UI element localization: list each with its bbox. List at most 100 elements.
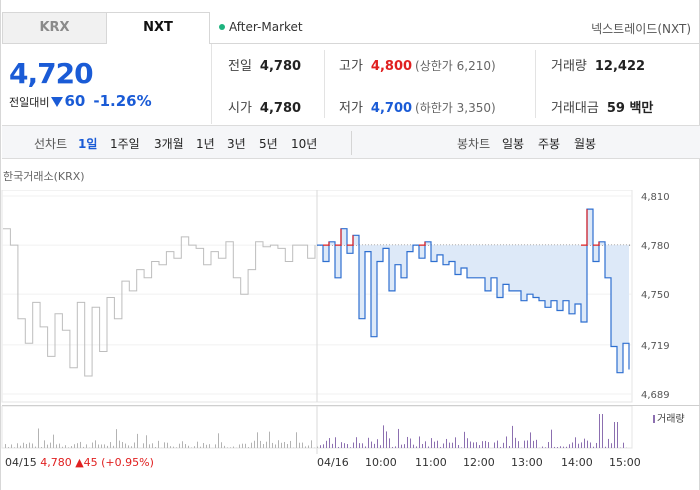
nxt-link[interactable]: 넥스트레이드(NXT) [591, 22, 691, 36]
period-10y[interactable]: 10년 [291, 137, 318, 151]
volume-bar [128, 445, 129, 448]
volume-bar [32, 443, 33, 448]
series-today-up-segment [593, 241, 600, 246]
volume-bar [566, 446, 567, 448]
volume-bar [287, 443, 288, 448]
candle-monthly[interactable]: 월봉 [574, 137, 597, 151]
volume-bar [50, 442, 51, 448]
volume-bar [575, 437, 576, 448]
volume-bar [509, 445, 510, 448]
volume-bar [299, 442, 300, 448]
series-today-up-segment [419, 241, 426, 246]
volume-bar [602, 414, 603, 448]
stat-label: 전일 [228, 59, 252, 74]
volume-bar [344, 443, 345, 448]
series-prev-day [3, 228, 316, 377]
volume-bar [38, 428, 39, 448]
volume-bar [149, 444, 150, 448]
volume-bar [8, 447, 9, 448]
volume-bar [398, 428, 399, 448]
volume-bar [80, 441, 81, 448]
after-market-label: After-Market [229, 20, 303, 34]
stat-value: 4,780 [259, 101, 302, 116]
volume-bar [11, 444, 12, 448]
x-tick-label: 10:00 [365, 456, 397, 469]
volume-bar [341, 442, 342, 448]
series-today-up-segment [581, 209, 588, 246]
volume-bar [443, 443, 444, 448]
volume-bar [467, 438, 468, 448]
period-1d[interactable]: 1일 [78, 137, 98, 151]
volume-bar [350, 447, 351, 448]
volume-bar [578, 443, 579, 448]
tab-krx[interactable]: KRX [2, 12, 106, 44]
volume-bar [17, 443, 18, 448]
volume-bar [419, 436, 420, 448]
volume-bar [389, 438, 390, 448]
volume-bar [260, 440, 261, 448]
volume-bar [596, 442, 597, 448]
stat-value: 4,700 [370, 101, 413, 116]
volume-bar [200, 446, 201, 448]
volume-bar [407, 436, 408, 448]
volume-bar [269, 431, 270, 448]
stat-label: 거래대금 [551, 101, 599, 116]
volume-bar [338, 446, 339, 448]
volume-bar [305, 446, 306, 448]
volume-bar [623, 442, 624, 448]
volume-bar [554, 446, 555, 448]
volume-bar [185, 444, 186, 448]
volume-bar [44, 440, 45, 448]
x-tick-label: 11:00 [415, 456, 447, 469]
stat-label: 저가 [339, 101, 363, 116]
volume-bar [224, 445, 225, 448]
volume-bar [272, 442, 273, 448]
volume-bar [119, 440, 120, 448]
volume-bar [266, 441, 267, 448]
period-3m[interactable]: 3개월 [154, 137, 184, 151]
volume-bar [83, 446, 84, 448]
candle-daily[interactable]: 일봉 [502, 137, 525, 151]
volume-bar [14, 447, 15, 448]
volume-bar [356, 437, 357, 448]
volume-bar [500, 446, 501, 448]
volume-bar [560, 446, 561, 448]
volume-bar [242, 443, 243, 448]
volume-bar [386, 431, 387, 448]
volume-bar [323, 444, 324, 448]
volume-bar [77, 443, 78, 448]
volume-bar [5, 444, 6, 448]
upper-limit: (상한가 6,210) [415, 59, 496, 73]
volume-bar [530, 432, 531, 448]
stat-label: 시가 [228, 101, 252, 116]
period-3y[interactable]: 3년 [227, 137, 246, 151]
volume-bar [152, 443, 153, 448]
stat-low: 저가 4,700 (하한가 3,350) [339, 97, 496, 116]
stat-value: 4,780 [259, 59, 302, 74]
period-1w[interactable]: 1주일 [110, 137, 140, 151]
chart-period-bar: 선차트 1일 1주일 3개월 1년 3년 5년 10년 봉차트 일봉 주봉 월봉 [2, 125, 700, 159]
price-chart[interactable]: 4,810 4,780 4,750 4,719 4,689 [1, 190, 700, 410]
volume-bar [440, 446, 441, 448]
stat-label: 거래량 [551, 59, 587, 74]
volume-bar [374, 443, 375, 448]
volume-bar [476, 442, 477, 448]
volume-bar [104, 444, 105, 448]
period-5y[interactable]: 5년 [259, 137, 278, 151]
tab-nxt[interactable]: NXT [106, 12, 210, 44]
market-tabs: KRX NXT After-Market 넥스트레이드(NXT) [1, 0, 700, 44]
volume-legend: 거래량 [653, 410, 685, 425]
volume-bar [155, 446, 156, 448]
period-1y[interactable]: 1년 [196, 137, 215, 151]
volume-bar [392, 446, 393, 448]
volume-bar [167, 442, 168, 448]
candle-weekly[interactable]: 주봉 [538, 137, 561, 151]
volume-bar [506, 436, 507, 448]
volume-bar [197, 441, 198, 448]
tab-divider [210, 43, 700, 44]
stat-open: 시가 4,780 [228, 97, 301, 116]
volume-bar [362, 443, 363, 448]
volume-bar [110, 442, 111, 448]
volume-bar [62, 446, 63, 448]
volume-bar [86, 444, 87, 448]
